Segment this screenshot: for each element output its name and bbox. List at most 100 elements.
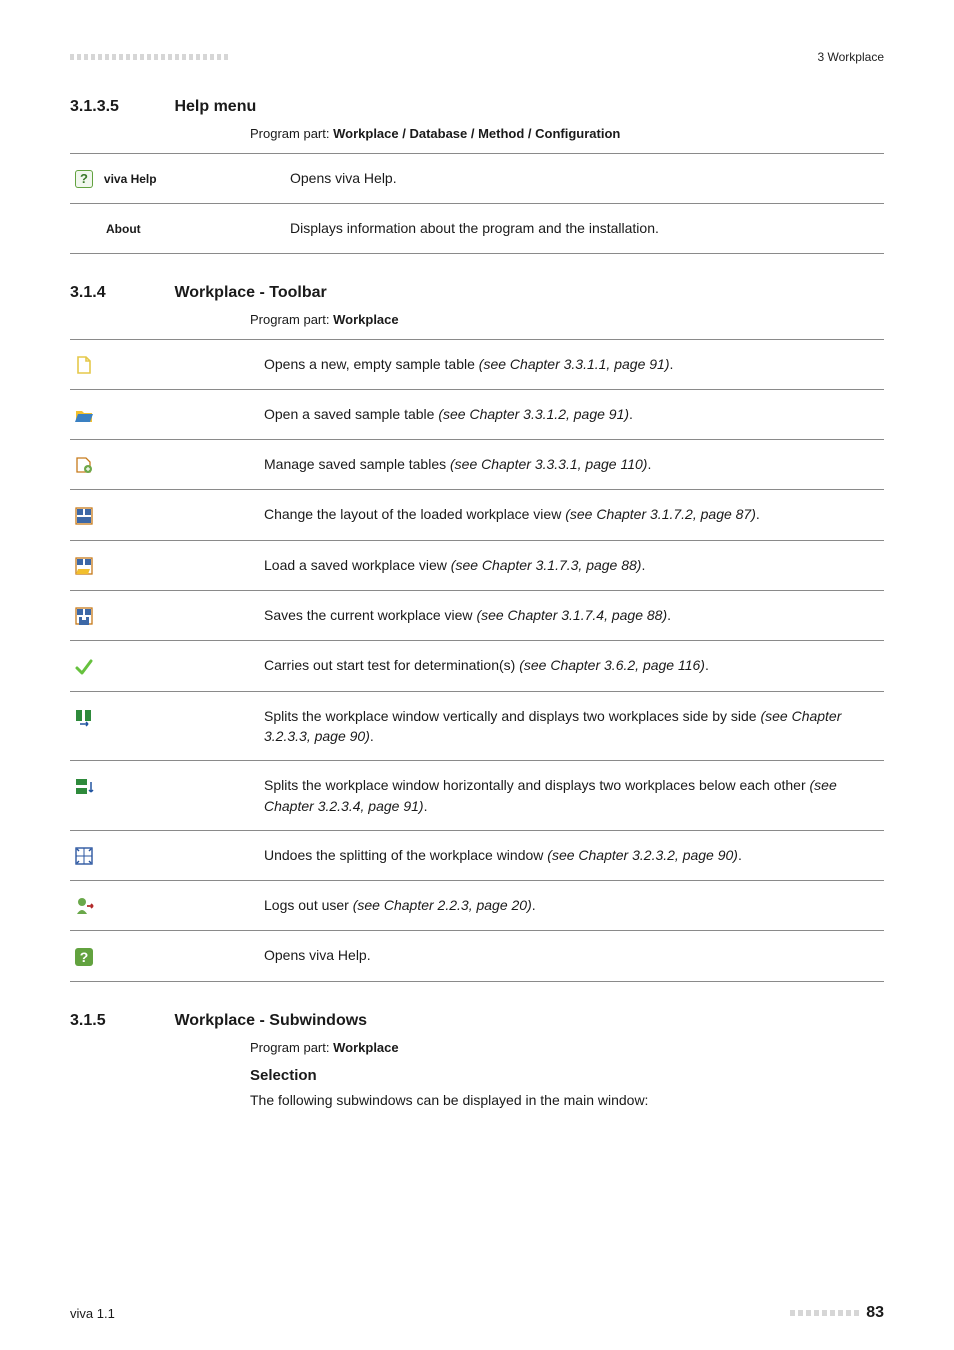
subw-content: Selection The following subwindows can b… — [250, 1067, 884, 1111]
toolbar-icon-cell — [70, 440, 254, 490]
desc-ref: (see Chapter 3.3.3.1, page 110) — [450, 456, 647, 472]
toolbar-desc-cell: Change the layout of the loaded workplac… — [254, 490, 884, 540]
toolbar-table: Opens a new, empty sample table (see Cha… — [70, 339, 884, 982]
toolbar-desc-cell: Undoes the splitting of the workplace wi… — [254, 830, 884, 880]
toolbar-icon-cell — [70, 641, 254, 691]
desc-ref: (see Chapter 3.1.7.2, page 87) — [565, 506, 756, 522]
help-about-desc: Displays information about the program a… — [280, 204, 884, 253]
table-row: Splits the workplace window horizontally… — [70, 761, 884, 831]
table-row: Opens a new, empty sample table (see Cha… — [70, 339, 884, 389]
help-program-line: Program part: Workplace / Database / Met… — [250, 126, 884, 141]
section-subw-heading: 3.1.5 Workplace - Subwindows — [70, 1012, 884, 1030]
desc-text: Manage saved sample tables — [264, 456, 450, 472]
program-label: Program part: — [250, 126, 329, 141]
toolbar-desc-cell: Manage saved sample tables (see Chapter … — [254, 440, 884, 490]
loadview-icon — [74, 556, 94, 576]
desc-text: Opens viva Help. — [264, 947, 371, 963]
toolbar-desc-cell: Load a saved workplace view (see Chapter… — [254, 540, 884, 590]
program-value: Workplace — [333, 312, 399, 327]
check-icon — [74, 657, 94, 677]
section-toolbar-number: 3.1.4 — [70, 284, 170, 302]
desc-ref: (see Chapter 3.3.1.2, page 91) — [438, 406, 629, 422]
desc-ref: (see Chapter 3.2.3.2, page 90) — [547, 847, 738, 863]
desc-tail: . — [424, 798, 428, 814]
desc-ref: (see Chapter 2.2.3, page 20) — [353, 897, 532, 913]
section-toolbar-title: Workplace - Toolbar — [174, 284, 326, 301]
open-icon — [74, 405, 94, 425]
toolbar-icon-cell — [70, 881, 254, 931]
program-label: Program part: — [250, 1040, 329, 1055]
footer-right: 83 — [790, 1304, 884, 1322]
help-icon — [74, 947, 94, 967]
help-viva-desc: Opens viva Help. — [280, 154, 884, 204]
new-icon — [74, 355, 94, 375]
desc-text: Saves the current workplace view — [264, 607, 476, 623]
toolbar-desc-cell: Saves the current workplace view (see Ch… — [254, 591, 884, 641]
header-chapter: 3 Workplace — [818, 50, 884, 64]
help-viva-cell: viva Help — [70, 154, 280, 204]
section-toolbar-heading: 3.1.4 Workplace - Toolbar — [70, 284, 884, 302]
subw-subtitle: Selection — [250, 1067, 884, 1084]
desc-tail: . — [647, 456, 651, 472]
toolbar-desc-cell: Opens viva Help. — [254, 931, 884, 981]
splitv-icon — [74, 707, 94, 727]
desc-tail: . — [756, 506, 760, 522]
desc-tail: . — [705, 657, 709, 673]
toolbar-icon-cell — [70, 931, 254, 981]
desc-tail: . — [667, 607, 671, 623]
help-viva-label: viva Help — [104, 172, 157, 186]
help-badge-icon — [74, 169, 94, 189]
desc-text: Splits the workplace window vertically a… — [264, 708, 760, 724]
undo-icon — [74, 846, 94, 866]
table-row: Saves the current workplace view (see Ch… — [70, 591, 884, 641]
help-about-cell: About — [70, 204, 280, 253]
saveview-icon — [74, 606, 94, 626]
table-row: Logs out user (see Chapter 2.2.3, page 2… — [70, 881, 884, 931]
subw-text: The following subwindows can be displaye… — [250, 1090, 884, 1111]
section-help-title: Help menu — [174, 98, 256, 115]
desc-ref: (see Chapter 3.3.1.1, page 91) — [479, 356, 670, 372]
table-row: Change the layout of the loaded workplac… — [70, 490, 884, 540]
subw-program-line: Program part: Workplace — [250, 1040, 884, 1055]
layout-icon — [74, 506, 94, 526]
desc-text: Splits the workplace window horizontally… — [264, 777, 810, 793]
desc-tail: . — [669, 356, 673, 372]
desc-text: Open a saved sample table — [264, 406, 438, 422]
page-footer: viva 1.1 83 — [70, 1304, 884, 1322]
table-row: Splits the workplace window vertically a… — [70, 691, 884, 761]
desc-tail: . — [370, 728, 374, 744]
desc-text: Load a saved workplace view — [264, 557, 451, 573]
desc-text: Undoes the splitting of the workplace wi… — [264, 847, 547, 863]
toolbar-desc-cell: Opens a new, empty sample table (see Cha… — [254, 339, 884, 389]
desc-tail: . — [532, 897, 536, 913]
footer-left: viva 1.1 — [70, 1306, 115, 1321]
section-help-heading: 3.1.3.5 Help menu — [70, 98, 884, 116]
table-row: Undoes the splitting of the workplace wi… — [70, 830, 884, 880]
section-help-number: 3.1.3.5 — [70, 98, 170, 116]
toolbar-icon-cell — [70, 540, 254, 590]
toolbar-icon-cell — [70, 339, 254, 389]
toolbar-desc-cell: Logs out user (see Chapter 2.2.3, page 2… — [254, 881, 884, 931]
table-row: Open a saved sample table (see Chapter 3… — [70, 389, 884, 439]
desc-text: Carries out start test for determination… — [264, 657, 519, 673]
toolbar-icon-cell — [70, 490, 254, 540]
toolbar-icon-cell — [70, 691, 254, 761]
desc-tail: . — [629, 406, 633, 422]
desc-text: Change the layout of the loaded workplac… — [264, 506, 565, 522]
table-row: viva Help Opens viva Help. — [70, 154, 884, 204]
program-value: Workplace — [333, 1040, 399, 1055]
logout-icon — [74, 896, 94, 916]
desc-ref: (see Chapter 3.1.7.3, page 88) — [451, 557, 642, 573]
desc-text: Opens a new, empty sample table — [264, 356, 479, 372]
table-row: Load a saved workplace view (see Chapter… — [70, 540, 884, 590]
toolbar-program-line: Program part: Workplace — [250, 312, 884, 327]
toolbar-icon-cell — [70, 389, 254, 439]
help-menu-table: viva Help Opens viva Help. About Display… — [70, 153, 884, 254]
section-subw-title: Workplace - Subwindows — [174, 1012, 367, 1029]
table-row: Manage saved sample tables (see Chapter … — [70, 440, 884, 490]
help-about-label: About — [106, 222, 141, 236]
section-subw-number: 3.1.5 — [70, 1012, 170, 1030]
splith-icon — [74, 777, 94, 797]
desc-ref: (see Chapter 3.6.2, page 116) — [519, 657, 705, 673]
desc-ref: (see Chapter 3.1.7.4, page 88) — [476, 607, 667, 623]
